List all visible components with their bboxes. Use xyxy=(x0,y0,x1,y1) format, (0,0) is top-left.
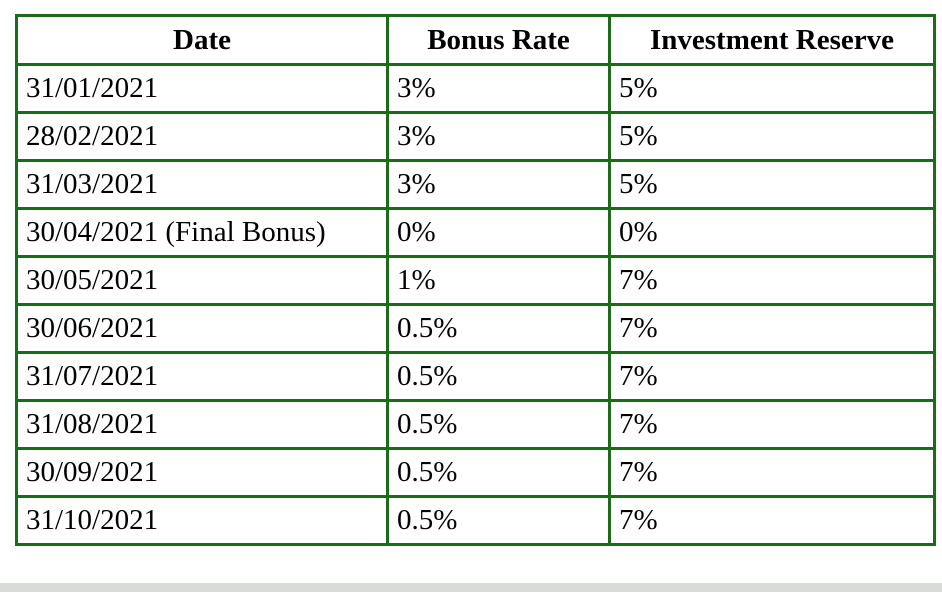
bonus-rate-cell: 0.5% xyxy=(386,303,611,354)
date-cell: 31/07/2021 xyxy=(15,351,389,402)
bonus-rate-cell: 1% xyxy=(386,255,611,306)
investment-reserve-cell: 5% xyxy=(608,111,936,162)
table-row: 30/09/2021 0.5% 7% xyxy=(15,447,936,498)
bonus-rate-table: Date Bonus Rate Investment Reserve 31/01… xyxy=(15,14,936,546)
header-row: Date Bonus Rate Investment Reserve xyxy=(15,14,936,66)
bonus-rate-cell: 0.5% xyxy=(386,351,611,402)
table-row: 28/02/2021 3% 5% xyxy=(15,111,936,162)
bonus-rate-cell: 0.5% xyxy=(386,399,611,450)
bottom-strip xyxy=(0,583,942,592)
table-row: 31/03/2021 3% 5% xyxy=(15,159,936,210)
header-investment-reserve: Investment Reserve xyxy=(608,14,936,66)
table-row: 31/08/2021 0.5% 7% xyxy=(15,399,936,450)
bonus-rate-cell: 3% xyxy=(386,63,611,114)
investment-reserve-cell: 7% xyxy=(608,495,936,546)
investment-reserve-cell: 7% xyxy=(608,447,936,498)
bonus-rate-cell: 0.5% xyxy=(386,495,611,546)
date-cell: 30/09/2021 xyxy=(15,447,389,498)
date-cell: 30/04/2021 (Final Bonus) xyxy=(15,207,389,258)
table-header: Date Bonus Rate Investment Reserve xyxy=(15,14,936,66)
table-row: 31/10/2021 0.5% 7% xyxy=(15,495,936,546)
table-row: 30/04/2021 (Final Bonus) 0% 0% xyxy=(15,207,936,258)
date-cell: 31/01/2021 xyxy=(15,63,389,114)
date-cell: 30/05/2021 xyxy=(15,255,389,306)
bonus-rate-cell: 3% xyxy=(386,159,611,210)
investment-reserve-cell: 7% xyxy=(608,303,936,354)
header-date: Date xyxy=(15,14,389,66)
table-row: 30/06/2021 0.5% 7% xyxy=(15,303,936,354)
table-row: 30/05/2021 1% 7% xyxy=(15,255,936,306)
bonus-rate-cell: 0.5% xyxy=(386,447,611,498)
date-cell: 31/03/2021 xyxy=(15,159,389,210)
table-row: 31/07/2021 0.5% 7% xyxy=(15,351,936,402)
table-row: 31/01/2021 3% 5% xyxy=(15,63,936,114)
header-bonus-rate: Bonus Rate xyxy=(386,14,611,66)
investment-reserve-cell: 5% xyxy=(608,63,936,114)
bonus-rate-cell: 0% xyxy=(386,207,611,258)
date-cell: 30/06/2021 xyxy=(15,303,389,354)
date-cell: 31/08/2021 xyxy=(15,399,389,450)
date-cell: 31/10/2021 xyxy=(15,495,389,546)
investment-reserve-cell: 0% xyxy=(608,207,936,258)
bonus-rate-cell: 3% xyxy=(386,111,611,162)
investment-reserve-cell: 7% xyxy=(608,399,936,450)
investment-reserve-cell: 5% xyxy=(608,159,936,210)
investment-reserve-cell: 7% xyxy=(608,255,936,306)
date-cell: 28/02/2021 xyxy=(15,111,389,162)
investment-reserve-cell: 7% xyxy=(608,351,936,402)
table-body: 31/01/2021 3% 5% 28/02/2021 3% 5% 31/03/… xyxy=(15,63,936,546)
